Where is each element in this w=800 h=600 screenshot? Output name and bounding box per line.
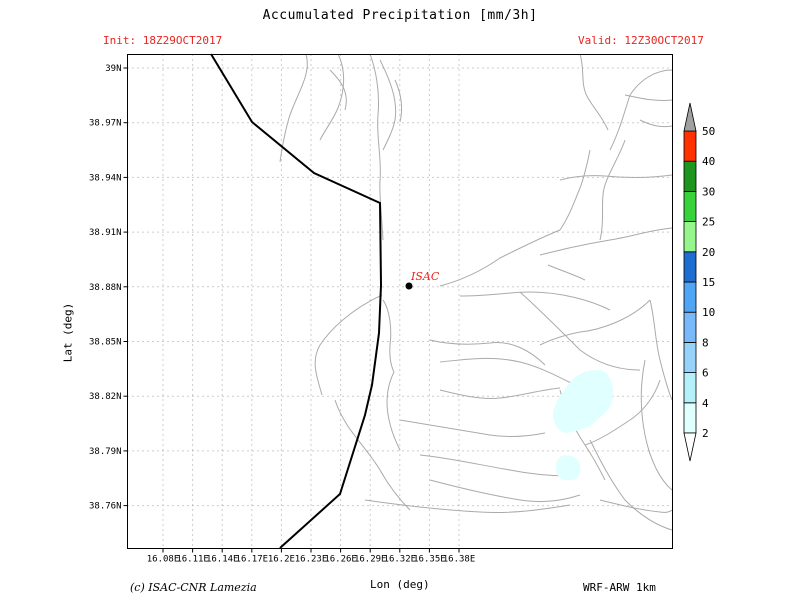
colorbar-label: 8: [702, 336, 709, 349]
colorbar-overflow-arrow: [683, 102, 697, 132]
colorbar-label: 10: [702, 306, 715, 319]
y-tick-label: 39N: [105, 64, 121, 74]
x-tick-label: 16.23E: [295, 555, 328, 565]
colorbar-box: [683, 281, 697, 313]
y-tick-label: 38.82N: [89, 392, 122, 402]
x-tick-label: 16.32E: [384, 555, 417, 565]
colorbar-box: [683, 402, 697, 434]
x-tick-label: 16.26E: [324, 555, 357, 565]
colorbar-box: [683, 130, 697, 162]
boundary-lines: [279, 53, 673, 531]
y-tick-label: 38.91N: [89, 228, 122, 238]
valid-time: Valid: 12Z30OCT2017: [578, 34, 704, 47]
x-tick-label: 16.11E: [176, 555, 209, 565]
colorbar-box: [683, 221, 697, 253]
colorbar-label: 4: [702, 397, 709, 410]
colorbar-label: 50: [702, 125, 715, 138]
colorbar-label: 2: [702, 427, 709, 440]
station-marker: [405, 282, 413, 290]
colorbar-label: 6: [702, 367, 709, 380]
y-tick-label: 38.79N: [89, 447, 122, 457]
y-axis-label: Lat (deg): [61, 302, 75, 363]
y-tick-label: 38.85N: [89, 338, 122, 348]
y-tick-label: 38.97N: [89, 119, 122, 129]
precipitation-areas: [553, 370, 614, 481]
colorbar-label: 40: [702, 155, 715, 168]
init-time: Init: 18Z29OCT2017: [103, 34, 223, 47]
colorbar-label: 20: [702, 246, 715, 259]
x-tick-label: 16.38E: [443, 555, 476, 565]
y-tick-label: 38.76N: [89, 502, 122, 512]
colorbar-label: 25: [702, 216, 715, 229]
colorbar-underflow-arrow: [683, 432, 697, 462]
x-tick-label: 16.08E: [147, 555, 180, 565]
coastline: [210, 53, 383, 549]
colorbar-box: [683, 251, 697, 283]
map-title: Accumulated Precipitation [mm/3h]: [262, 8, 538, 23]
x-tick-label: 16.35E: [413, 555, 446, 565]
station-label: ISAC: [410, 270, 440, 283]
y-tick-label: 38.94N: [89, 173, 122, 183]
colorbar-box: [683, 160, 697, 192]
colorbar-box: [683, 311, 697, 343]
colorbar-box: [683, 341, 697, 373]
colorbar-box: [683, 372, 697, 404]
colorbar-label: 30: [702, 185, 715, 198]
colorbar-box: [683, 190, 697, 222]
colorbar-label: 15: [702, 276, 715, 289]
x-tick-label: 16.29E: [354, 555, 387, 565]
x-tick-label: 16.14E: [206, 555, 239, 565]
grid-lines: [127, 54, 673, 549]
y-tick-label: 38.88N: [89, 283, 122, 293]
plot-frame: [127, 54, 673, 549]
colorbar: 2 4 6 8 10 15 20 25 30 40 50: [683, 102, 715, 462]
x-tick-label: 16.17E: [236, 555, 269, 565]
x-axis-label: Lon (deg): [370, 578, 430, 591]
model-text: WRF-ARW 1km: [583, 581, 656, 594]
credit-text: (c) ISAC-CNR Lamezia: [130, 581, 257, 594]
x-tick-label: 16.2E: [268, 555, 295, 565]
